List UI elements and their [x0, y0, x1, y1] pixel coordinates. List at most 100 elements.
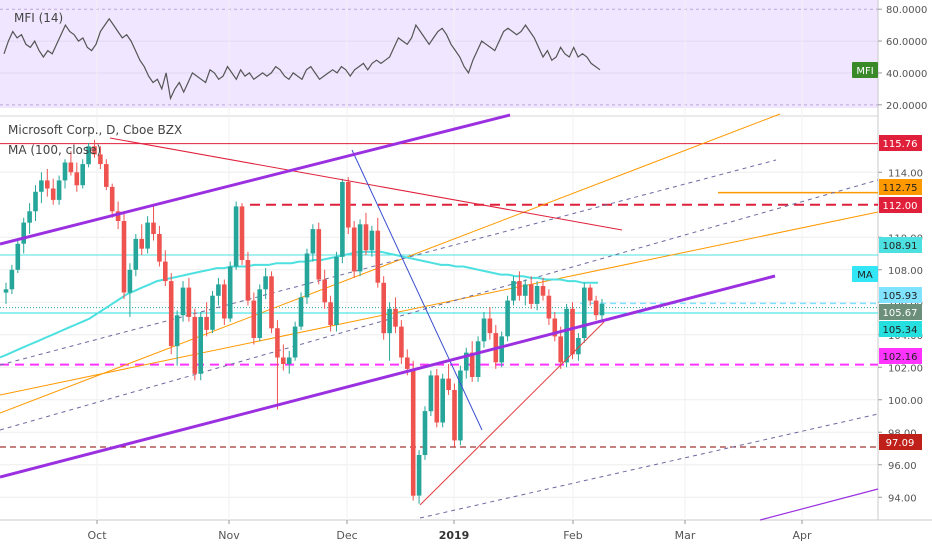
- candle-body: [115, 211, 121, 221]
- candle-body: [192, 316, 198, 374]
- ma-layer: [0, 250, 598, 359]
- candle-body: [422, 411, 428, 455]
- price-tick-label: 102.00: [888, 363, 923, 374]
- candle-body: [505, 300, 510, 337]
- mfi-tick-label: 40.0000: [886, 69, 927, 80]
- candle-body: [375, 230, 381, 283]
- candle-body: [405, 357, 410, 369]
- time-tick-label: Mar: [675, 529, 696, 542]
- price-badges: 115.76 112.75 112.00 108.91 105.93 105.67 105.…: [879, 135, 922, 450]
- candle-body: [239, 206, 245, 260]
- mfi-tick-label: 20.0000: [886, 101, 927, 112]
- candle-body: [410, 368, 416, 496]
- candle-body: [92, 146, 97, 155]
- drawings-back: [0, 113, 879, 519]
- price-badge-bg: [879, 197, 922, 213]
- price-badge-bg: [879, 321, 922, 337]
- candle-body: [528, 284, 534, 304]
- price-tick-label: 94.00: [888, 493, 917, 504]
- candle-body: [222, 284, 227, 319]
- price-badge-label: 112.75: [883, 183, 918, 194]
- candle-body: [292, 326, 298, 358]
- candle-body: [381, 282, 386, 334]
- price-badge-label: 112.00: [883, 201, 918, 212]
- candle-body: [133, 238, 139, 270]
- price-tick-label: 108.00: [888, 266, 923, 277]
- candle-body: [151, 222, 156, 234]
- candle-body: [351, 227, 357, 272]
- candle-body: [74, 172, 80, 186]
- blue-descending-line: [351, 149, 483, 431]
- candle-body: [416, 455, 422, 496]
- candle-body: [587, 287, 593, 301]
- time-tick-label: Oct: [87, 529, 107, 542]
- orange-trend-upper: [0, 113, 781, 414]
- candle-body: [269, 276, 274, 329]
- price-badge-bg: [879, 304, 922, 320]
- candle-body: [121, 221, 127, 293]
- candle-body: [86, 146, 91, 165]
- candle-body: [56, 180, 62, 200]
- price-badge-label: 105.34: [883, 325, 918, 336]
- mfi-layer: [3, 17, 601, 101]
- candle-body: [157, 234, 162, 262]
- mfi-badge-label: MFI: [856, 66, 873, 77]
- candle-body: [233, 206, 239, 267]
- candle-body: [322, 279, 327, 303]
- candle-body: [499, 336, 504, 363]
- candle-body: [68, 162, 74, 173]
- candle-body: [275, 328, 280, 358]
- candle-body: [3, 289, 9, 293]
- candle-body: [127, 269, 133, 293]
- purple-channel-bottom: [759, 488, 879, 521]
- candle-body: [145, 222, 150, 249]
- candle-body: [517, 281, 522, 296]
- candle-body: [593, 300, 599, 316]
- candle-body: [298, 297, 304, 327]
- candle-body: [546, 295, 552, 319]
- candle-body: [316, 229, 322, 280]
- price-badge-label: 108.91: [883, 241, 918, 252]
- candle-body: [346, 182, 351, 228]
- candle-body: [245, 260, 251, 301]
- candle-body: [464, 352, 469, 371]
- candle-body: [39, 180, 44, 192]
- candle-body: [428, 375, 434, 412]
- mfi-tick-label: 60.0000: [886, 37, 927, 48]
- mfi-tick-label: 80.0000: [886, 5, 927, 16]
- time-tick-label: Dec: [336, 529, 357, 542]
- candle-body: [487, 318, 493, 334]
- candle-body: [363, 224, 369, 251]
- mfi-pane-background: [0, 0, 878, 108]
- candle-body: [469, 352, 475, 377]
- candle-body: [109, 186, 115, 212]
- price-tick-label: 114.00: [888, 168, 923, 179]
- red-rising-line: [419, 321, 605, 506]
- candle-body: [334, 256, 339, 326]
- candle-body: [9, 269, 15, 290]
- price-badge-bg: [879, 434, 922, 450]
- mfi-badge-bg: [852, 62, 878, 78]
- candle-body: [523, 284, 528, 296]
- candle-body: [582, 287, 587, 338]
- time-tick-label: 2019: [439, 529, 470, 542]
- candle-body: [62, 162, 68, 181]
- candle-body: [558, 336, 563, 363]
- candle-body: [446, 378, 451, 390]
- dashed-channel-lower: [419, 413, 879, 519]
- ma-line: [0, 250, 598, 359]
- candle-body: [440, 378, 445, 423]
- candle-body: [198, 316, 203, 374]
- candle-body: [263, 276, 268, 290]
- price-badge-label: 115.76: [883, 139, 918, 150]
- price-tick-label: 96.00: [888, 461, 917, 472]
- candle-body: [21, 222, 26, 244]
- ma-legend: MA (100, close): [8, 143, 101, 157]
- candle-body: [216, 284, 221, 296]
- candle-body: [257, 289, 262, 338]
- chart-title: Microsoft Corp., D, Cboe BZX: [8, 123, 182, 137]
- candle-body: [281, 357, 286, 364]
- candle-body: [168, 281, 174, 347]
- ma-badge-label: MA: [857, 270, 873, 281]
- candle-body: [570, 308, 575, 355]
